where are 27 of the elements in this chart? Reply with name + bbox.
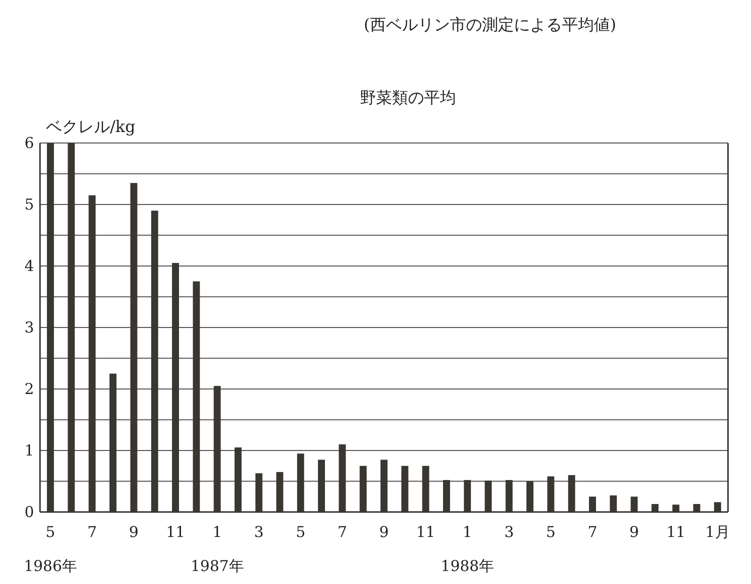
x-tick-label: 11	[166, 523, 186, 541]
x-tick-label: 9	[629, 523, 639, 541]
x-tick-label: 3	[254, 523, 264, 541]
x-tick-label: 11	[416, 523, 436, 541]
x-tick-label: 1 1988年	[440, 523, 494, 575]
x-tick-label: 5	[546, 523, 556, 541]
x-tick-label: 11	[666, 523, 686, 541]
x-tick-label: 7	[87, 523, 97, 541]
y-tick-label: 1	[24, 442, 34, 460]
chart-title: 野菜類の平均	[360, 88, 456, 107]
y-tick-label: 0	[24, 503, 34, 521]
y-tick-label: 4	[24, 257, 34, 275]
x-tick-label: 7	[338, 523, 348, 541]
x-tick-label: 1月	[705, 523, 730, 541]
y-axis-title: ベクレル/kg	[46, 117, 136, 136]
x-tick-label: 7	[588, 523, 598, 541]
x-tick-label: 5 1986年	[24, 523, 78, 575]
y-tick-label: 5	[24, 196, 34, 214]
x-tick-label: 9	[379, 523, 389, 541]
y-tick-label: 6	[24, 134, 34, 152]
x-tick-label: 1 1987年	[190, 523, 244, 575]
chart-subtitle: (西ベルリン市の測定による平均値)	[364, 15, 616, 34]
x-tick-label: 3	[504, 523, 514, 541]
y-tick-label: 3	[24, 318, 34, 336]
x-tick-label: 9	[129, 523, 139, 541]
y-tick-label: 2	[24, 380, 34, 398]
x-tick-label: 5	[296, 523, 306, 541]
